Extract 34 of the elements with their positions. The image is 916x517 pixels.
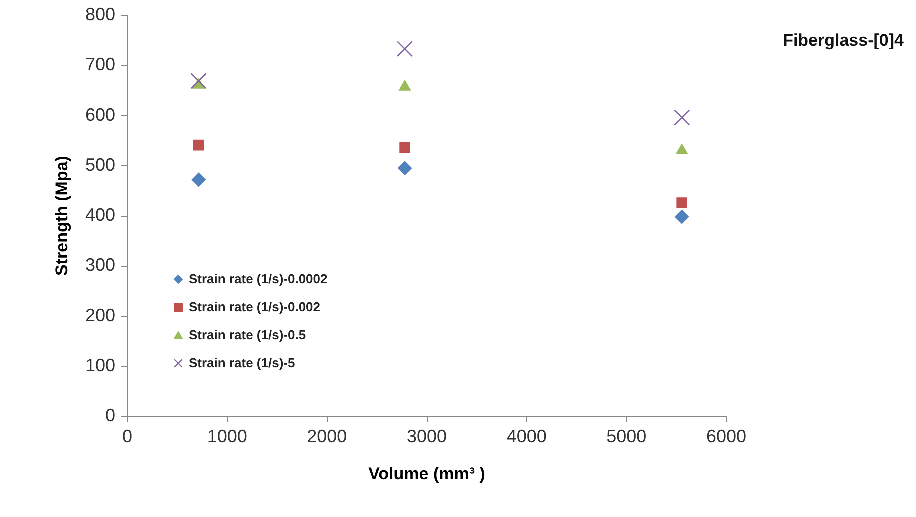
point: [193, 140, 204, 151]
point: [676, 144, 688, 155]
text: Fiberglass-[0]4: [783, 31, 905, 50]
x-tick-label: 6000: [706, 426, 747, 446]
y-axis-title: Strength (Mpa): [52, 156, 72, 276]
legend-label: Strain rate (1/s)-0.5: [189, 328, 306, 342]
point: [675, 210, 690, 224]
point: [398, 161, 412, 176]
point: [674, 110, 690, 126]
point: [399, 80, 411, 91]
point: [400, 142, 410, 154]
y-tick-label: 200: [85, 305, 116, 326]
y-tick-label: 600: [85, 104, 116, 125]
legend-label: Strain rate (1/s)-0.002: [189, 300, 321, 314]
x-tick-label: 1000: [207, 426, 248, 446]
y-tick-label: 500: [85, 154, 116, 175]
x-tick-label: 5000: [606, 426, 647, 446]
y-tick-label: 300: [85, 255, 116, 276]
x-tick-label: 2000: [307, 426, 348, 446]
point: [676, 198, 688, 208]
y-tick-label: 400: [85, 205, 116, 225]
y-tick-label: 100: [85, 355, 116, 376]
y-tick-label: 0: [105, 406, 116, 426]
x-tick-label: 3000: [406, 426, 448, 446]
point: [396, 41, 414, 58]
legend-label: Strain rate (1/s)-0.0002: [189, 272, 328, 286]
point: [190, 73, 207, 90]
x-tick-label: 4000: [506, 426, 547, 446]
x-axis-title: Volume (mm³ ): [368, 464, 486, 484]
point: [192, 172, 206, 187]
y-tick-label: 800: [85, 4, 116, 24]
x-tick-label: 0: [122, 426, 133, 446]
legend-label: Strain rate (1/s)-5: [189, 356, 296, 370]
y-tick-label: 700: [85, 54, 116, 75]
